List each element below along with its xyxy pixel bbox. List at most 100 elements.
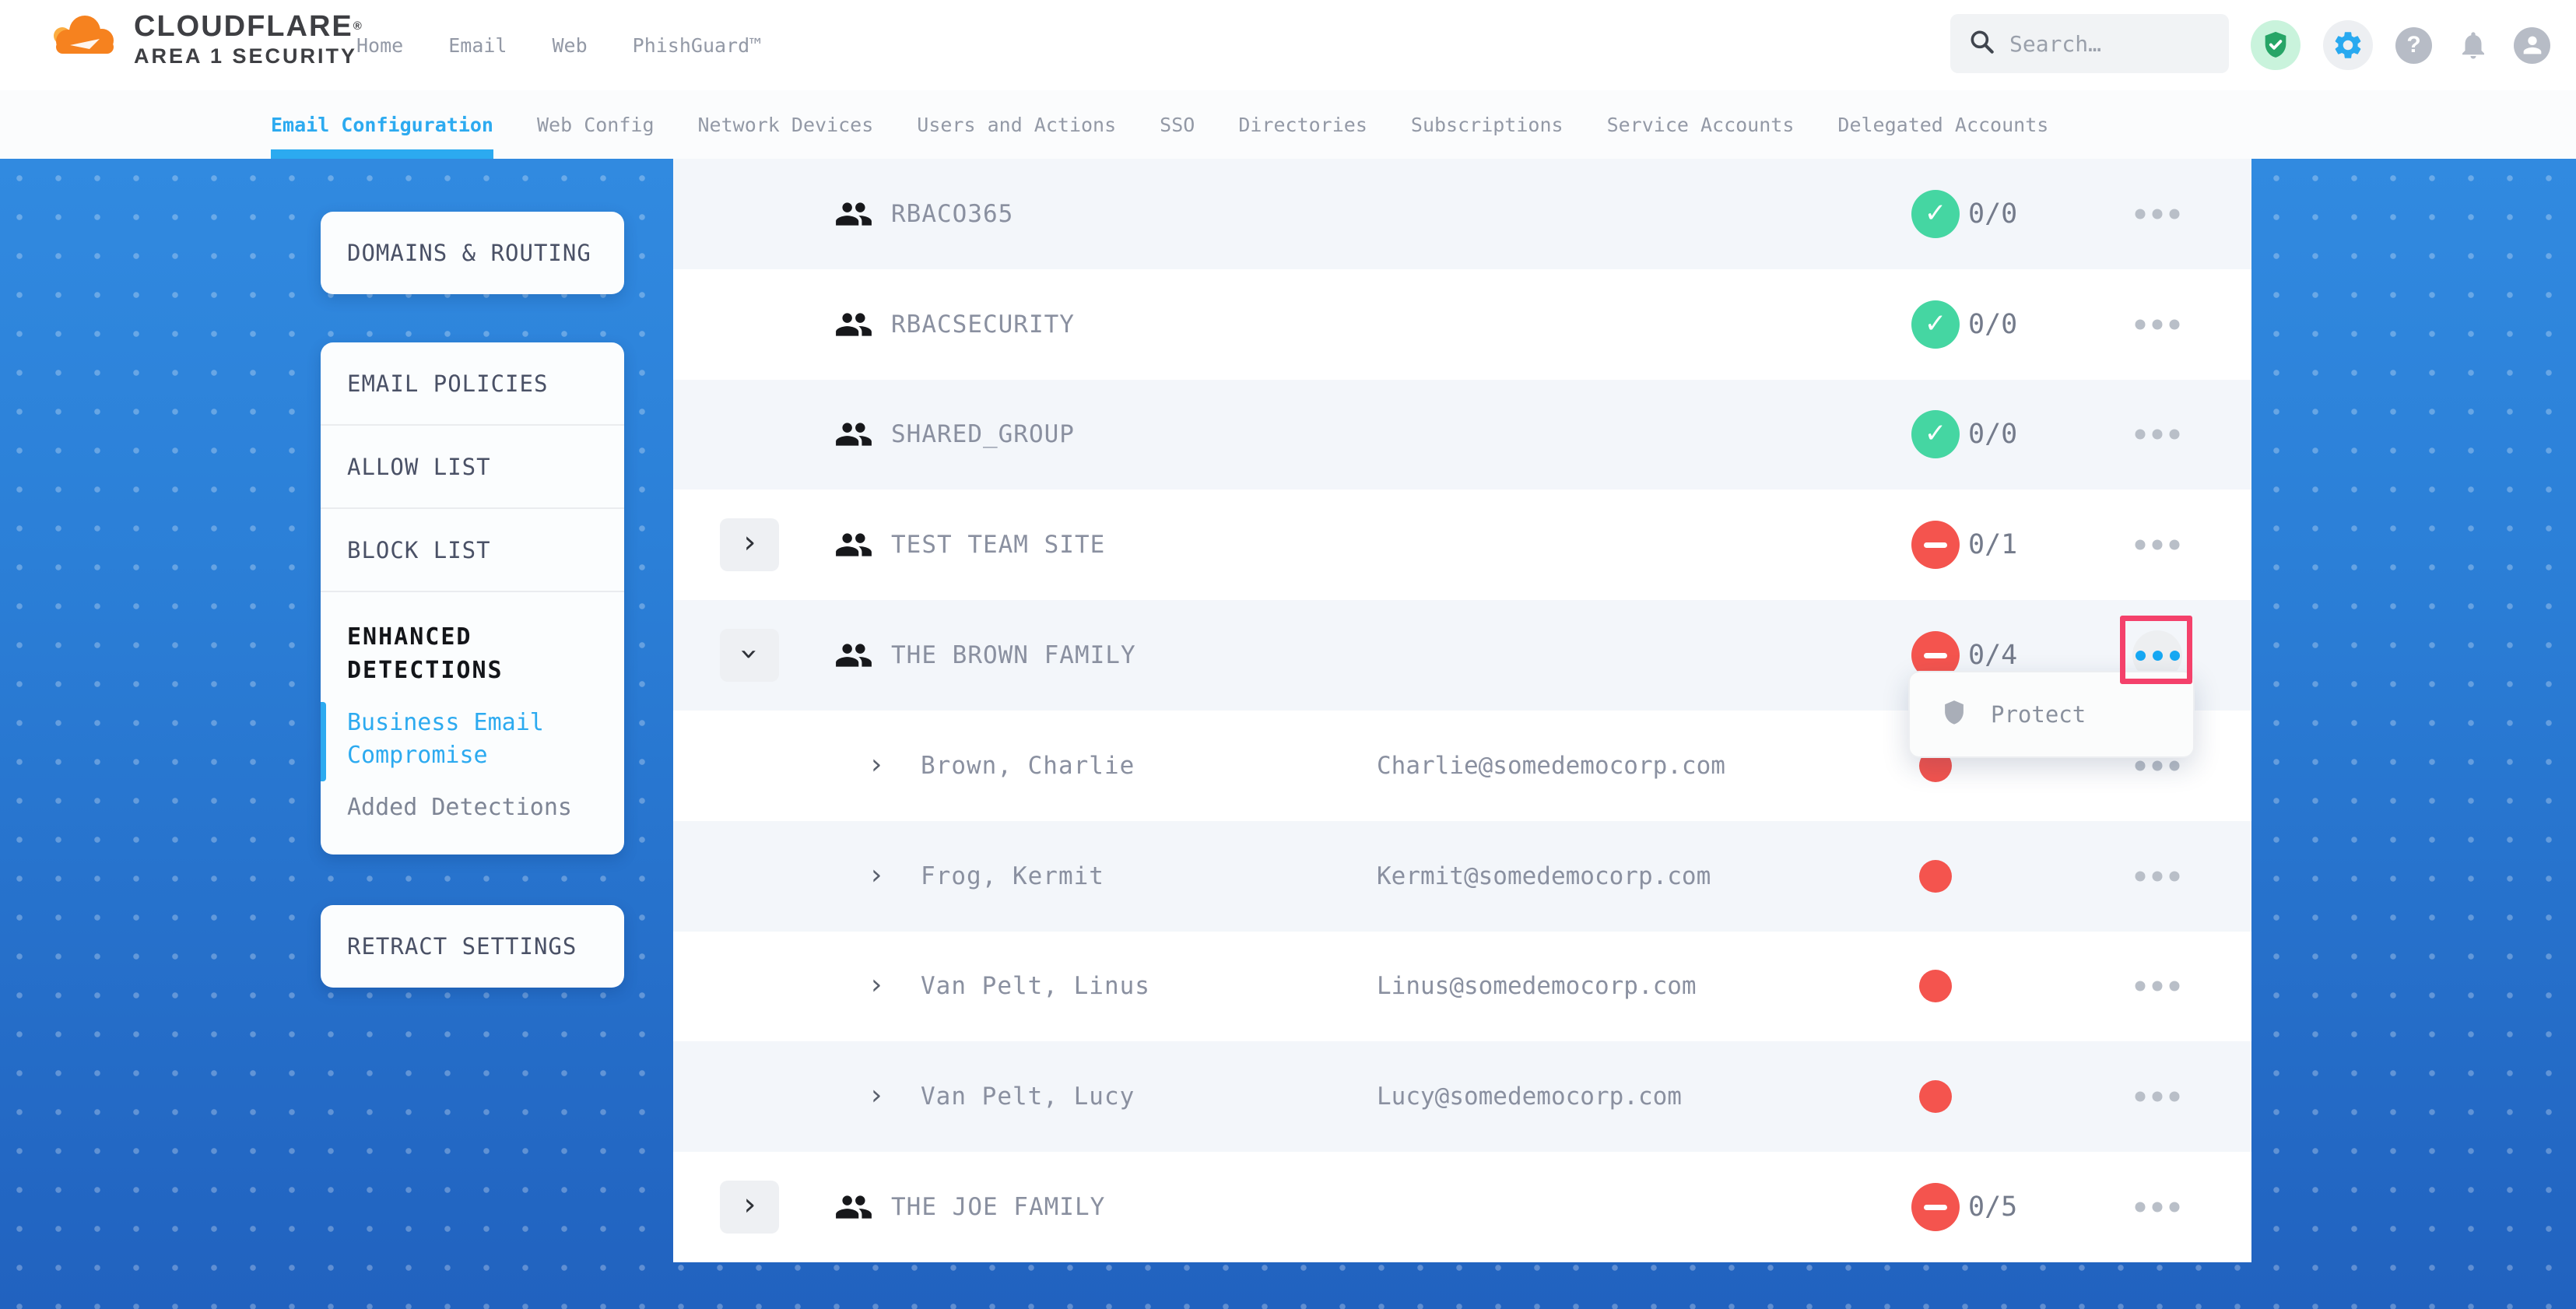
minus-icon: [1924, 542, 1947, 548]
protected-count: 0/0: [1968, 198, 2018, 230]
group-name: TEST TEAM SITE: [891, 531, 1106, 560]
user-avatar-icon[interactable]: [2514, 26, 2550, 64]
top-nav-item-web[interactable]: Web: [552, 33, 588, 57]
group-name: THE JOE FAMILY: [891, 1193, 1106, 1222]
member-email: Kermit@somedemocorp.com: [1377, 862, 1711, 890]
member-email: Charlie@somedemocorp.com: [1377, 751, 1725, 780]
status-pass-badge: ✓: [1911, 189, 1960, 238]
sidebar-item-block-list[interactable]: BLOCK LIST: [321, 509, 624, 592]
member-name: Van Pelt, Lucy: [921, 1083, 1135, 1111]
group-people-icon: [834, 525, 873, 564]
member-name: Brown, Charlie: [921, 751, 1135, 780]
sidebar-card-policies: EMAIL POLICIES ALLOW LIST BLOCK LIST ENHAN…: [321, 342, 624, 855]
ellipsis-dots: [2135, 539, 2180, 550]
member-email: Lucy@somedemocorp.com: [1377, 1083, 1682, 1111]
settings-gear-icon[interactable]: [2323, 20, 2373, 70]
member-row[interactable]: › Frog, Kermit Kermit@somedemocorp.com: [673, 820, 2251, 932]
sidebar-card-domains-routing[interactable]: DOMAINS & ROUTING: [321, 212, 624, 294]
menu-item-protect[interactable]: Protect: [1991, 701, 2086, 728]
ellipsis-dots: [2135, 760, 2180, 771]
tab-network-devices[interactable]: Network Devices: [697, 113, 874, 136]
help-icon[interactable]: ?: [2395, 26, 2432, 64]
group-row[interactable]: › TEST TEAM SITE 0/1: [673, 490, 2251, 601]
notifications-bell-icon[interactable]: [2455, 27, 2491, 64]
ellipsis-dots: [2135, 981, 2180, 991]
expand-row-button[interactable]: ›: [720, 1181, 779, 1234]
tab-directories[interactable]: Directories: [1238, 113, 1367, 136]
cloudflare-cloud-icon: [45, 9, 123, 59]
member-name: Van Pelt, Linus: [921, 972, 1150, 1001]
status-pass-badge: ✓: [1911, 410, 1960, 459]
collapse-row-button[interactable]: ›: [720, 629, 779, 683]
group-row[interactable]: RBACSECURITY ✓ 0/0: [673, 268, 2251, 380]
search-icon: [1967, 27, 1997, 60]
protected-count: 0/5: [1968, 1191, 2018, 1223]
tab-delegated-accounts[interactable]: Delegated Accounts: [1837, 113, 2049, 136]
protected-count: 0/4: [1968, 640, 2018, 672]
cloudflare-logo[interactable]: CLOUDFLARE® AREA 1 SECURITY: [45, 9, 363, 68]
tab-service-accounts[interactable]: Service Accounts: [1606, 113, 1795, 136]
minus-icon: [1924, 652, 1947, 658]
row-actions-ellipsis-button[interactable]: [2135, 209, 2180, 219]
group-row[interactable]: SHARED_GROUP ✓ 0/0: [673, 379, 2251, 490]
member-row[interactable]: › Van Pelt, Linus Linus@somedemocorp.com: [673, 931, 2251, 1042]
sidebar-item-email-policies[interactable]: EMAIL POLICIES: [321, 342, 624, 426]
top-nav: Home Email Web PhishGuard™: [356, 0, 761, 90]
row-actions-ellipsis-button[interactable]: [2135, 319, 2180, 330]
sidebar-item-domains-routing[interactable]: DOMAINS & ROUTING: [347, 240, 591, 266]
sidebar-card-retract-settings[interactable]: RETRACT SETTINGS: [321, 905, 624, 988]
brand-subtitle: AREA 1 SECURITY: [134, 44, 358, 68]
sidebar-item-allow-list[interactable]: ALLOW LIST: [321, 426, 624, 509]
group-row[interactable]: RBACO365 ✓ 0/0: [673, 159, 2251, 269]
row-actions-ellipsis-button[interactable]: [2135, 981, 2180, 991]
chevron-right-icon: ›: [868, 969, 885, 1002]
protection-status-shield-icon[interactable]: [2251, 20, 2301, 70]
search-box[interactable]: [1950, 14, 2229, 73]
chevron-right-icon: ›: [868, 748, 885, 781]
sidebar-item-added-detections[interactable]: Added Detections: [347, 794, 572, 821]
top-nav-item-home[interactable]: Home: [356, 33, 404, 57]
member-name: Frog, Kermit: [921, 862, 1104, 890]
group-name: SHARED_GROUP: [891, 420, 1075, 449]
ellipsis-dots: [2135, 429, 2180, 440]
chevron-right-icon: ›: [739, 525, 760, 561]
expand-row-button[interactable]: ›: [720, 518, 779, 572]
row-actions-ellipsis-button[interactable]: [2135, 871, 2180, 882]
status-fail-badge: [1911, 1183, 1960, 1232]
row-actions-ellipsis-button[interactable]: [2135, 429, 2180, 440]
section-tabbar: Email Configuration Web Config Network Dev…: [0, 90, 2576, 159]
group-row[interactable]: › THE JOE FAMILY 0/5: [673, 1152, 2251, 1262]
active-item-indicator: [321, 702, 326, 781]
tab-sso[interactable]: SSO: [1160, 113, 1195, 136]
group-people-icon: [834, 415, 873, 454]
row-actions-ellipsis-button[interactable]: [2135, 1202, 2180, 1212]
group-people-icon: [834, 305, 873, 344]
group-name: THE BROWN FAMILY: [891, 641, 1136, 670]
row-context-menu: Protect: [1908, 671, 2195, 758]
chevron-right-icon: ›: [868, 1079, 885, 1112]
search-input[interactable]: [2009, 30, 2204, 57]
enhanced-detections-title: ENHANCED DETECTIONS: [347, 623, 504, 684]
top-nav-item-phishguard[interactable]: PhishGuard™: [632, 33, 762, 57]
member-row[interactable]: › Van Pelt, Lucy Lucy@somedemocorp.com: [673, 1041, 2251, 1153]
protected-count: 0/0: [1968, 308, 2018, 340]
row-actions-ellipsis-button[interactable]: [2135, 760, 2180, 771]
sidebar-item-retract-settings[interactable]: RETRACT SETTINGS: [347, 933, 577, 960]
row-actions-ellipsis-button[interactable]: [2135, 539, 2180, 550]
top-nav-item-email[interactable]: Email: [448, 33, 507, 57]
sidebar-item-business-email-compromise[interactable]: Business Email Compromise: [347, 709, 544, 769]
status-unprotected-dot: [1919, 859, 1952, 893]
tab-users-and-actions[interactable]: Users and Actions: [917, 113, 1117, 136]
ellipsis-dots: [2135, 650, 2180, 661]
tab-web-config[interactable]: Web Config: [536, 113, 655, 136]
member-row[interactable]: › Brown, Charlie Charlie@somedemocorp.com: [673, 710, 2251, 821]
tab-subscriptions[interactable]: Subscriptions: [1410, 113, 1563, 136]
row-actions-ellipsis-button[interactable]: [2135, 1091, 2180, 1102]
top-header: CLOUDFLARE® AREA 1 SECURITY Home Email Web…: [0, 0, 2576, 90]
chevron-right-icon: ›: [868, 858, 885, 891]
status-fail-badge: [1911, 521, 1960, 570]
brand-name: CLOUDFLARE®: [134, 10, 363, 43]
ellipsis-dots: [2135, 209, 2180, 219]
tab-email-configuration[interactable]: Email Configuration: [271, 90, 493, 159]
directory-table: RBACO365 ✓ 0/0 RBACSECURITY ✓ 0/0 SHARED_GROUP…: [673, 159, 2251, 1262]
